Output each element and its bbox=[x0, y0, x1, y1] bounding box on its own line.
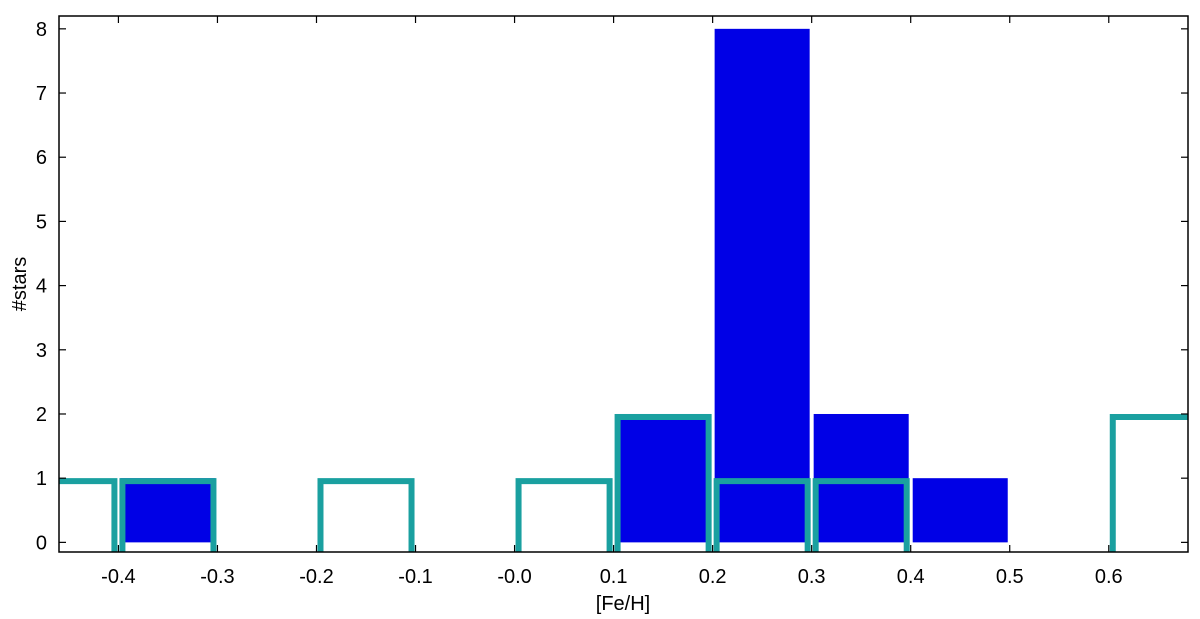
x-axis-label: [Fe/H] bbox=[596, 593, 650, 615]
x-tick-label: -0.2 bbox=[299, 566, 333, 588]
outline-bar bbox=[713, 478, 811, 552]
outline-bar bbox=[119, 478, 217, 552]
filled-bar bbox=[714, 28, 810, 543]
x-tick-label: 0.3 bbox=[798, 566, 826, 588]
y-tick-label: 7 bbox=[36, 83, 47, 105]
plot-frame bbox=[58, 15, 1189, 553]
y-tick-label: 1 bbox=[36, 468, 47, 490]
filled-histogram-series bbox=[120, 28, 1008, 543]
y-tick-label: 4 bbox=[36, 276, 47, 298]
x-tick-label: 0.2 bbox=[699, 566, 727, 588]
x-tick-label: -0.0 bbox=[497, 566, 531, 588]
filled-bar bbox=[912, 478, 1008, 543]
y-tick-label: 5 bbox=[36, 211, 47, 233]
outline-bar bbox=[614, 413, 712, 552]
x-tick-labels: -0.4 -0.3 -0.2 -0.1 -0.0 0.1 0.2 0.3 0.4 0.5 0.6 bbox=[101, 566, 1122, 588]
y-tick-label: 0 bbox=[36, 532, 47, 554]
y-tick-label: 8 bbox=[36, 19, 47, 41]
x-tick-label: -0.3 bbox=[200, 566, 234, 588]
filled-bar bbox=[120, 478, 216, 543]
y-tick-label: 2 bbox=[36, 404, 47, 426]
x-tick-label: 0.4 bbox=[897, 566, 925, 588]
x-tick-label: 0.5 bbox=[996, 566, 1024, 588]
x-tick-label: -0.4 bbox=[101, 566, 135, 588]
axis-ticks bbox=[59, 16, 1188, 552]
y-tick-labels: 0 1 2 3 4 5 6 7 8 bbox=[36, 19, 47, 555]
outline-bar bbox=[515, 478, 613, 552]
x-tick-label: -0.1 bbox=[398, 566, 432, 588]
filled-bar bbox=[615, 413, 711, 543]
y-tick-label: 3 bbox=[36, 340, 47, 362]
outline-bar bbox=[59, 478, 118, 552]
x-tick-label: 0.1 bbox=[600, 566, 628, 588]
y-axis-label: #stars bbox=[9, 257, 31, 311]
outline-bar bbox=[317, 478, 415, 552]
outline-bar bbox=[1109, 413, 1188, 552]
outline-histogram-series bbox=[59, 413, 1188, 552]
x-tick-label: 0.6 bbox=[1095, 566, 1123, 588]
y-tick-label: 6 bbox=[36, 147, 47, 169]
outline-bar bbox=[812, 478, 910, 552]
